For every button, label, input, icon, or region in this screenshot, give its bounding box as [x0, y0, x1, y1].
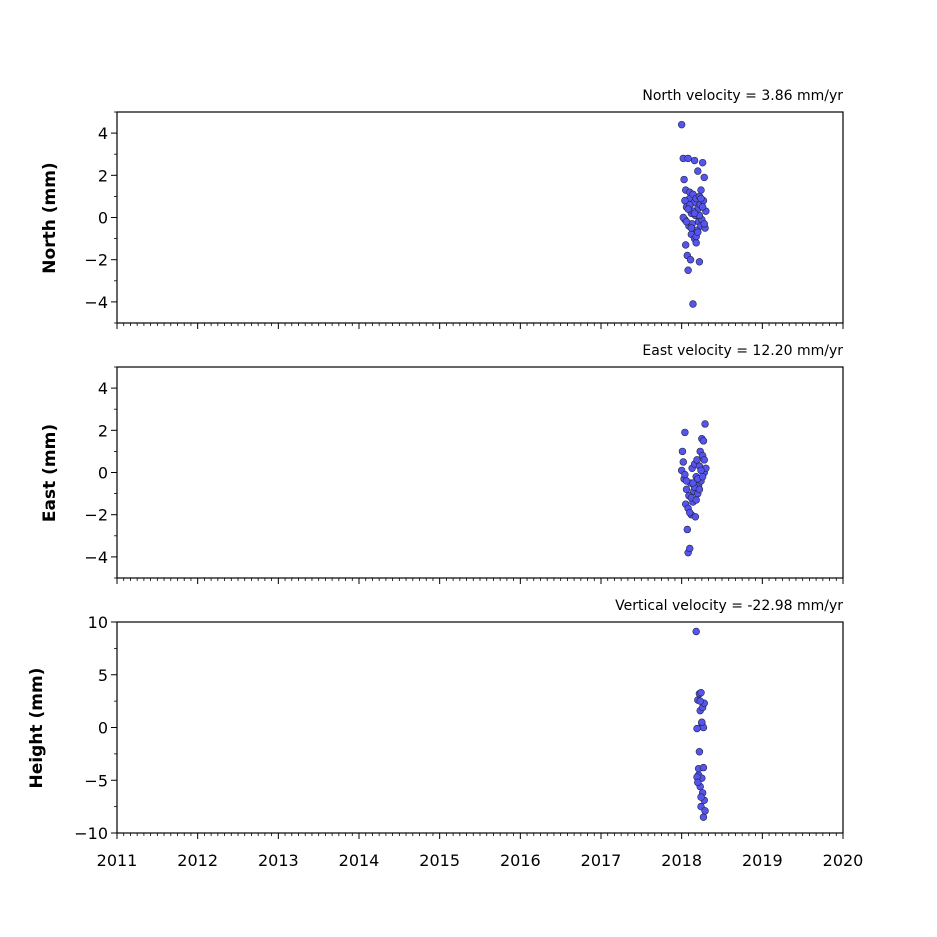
height-data-point — [699, 813, 708, 821]
north-data-point — [697, 186, 705, 194]
height-ytick-label: −10 — [74, 824, 108, 843]
north-data-point — [690, 156, 699, 165]
north-data-point — [700, 173, 708, 182]
height-xtick-label: 2018 — [661, 851, 702, 870]
north-ytick-label: 4 — [98, 124, 108, 143]
north-ytick-label: −2 — [84, 251, 108, 270]
east-data-point — [682, 477, 691, 485]
east-data-point — [691, 513, 700, 521]
height-xtick-label: 2016 — [500, 851, 541, 870]
north-data-point — [686, 256, 695, 264]
height-data-point — [699, 763, 708, 772]
east-ytick-label: 2 — [98, 421, 108, 440]
north-points — [677, 120, 710, 308]
height-ylabel: Height (mm) — [27, 668, 47, 789]
north-data-point — [677, 120, 686, 129]
east-data-point — [681, 470, 689, 479]
east-ytick-label: 4 — [98, 379, 108, 398]
east-data-point — [682, 485, 691, 494]
height-xtick-label: 2011 — [97, 851, 138, 870]
height-data-point — [692, 627, 700, 636]
height-data-point — [696, 697, 704, 705]
vertical-velocity-title: Vertical velocity = -22.98 mm/yr — [615, 598, 843, 614]
height-data-point — [693, 724, 701, 733]
north-data-point — [694, 167, 702, 175]
north-data-point — [680, 175, 688, 184]
east-data-point — [678, 447, 687, 456]
north-data-point — [684, 154, 692, 163]
east-data-point — [686, 544, 694, 553]
east-data-point — [698, 473, 707, 481]
height-data-point — [694, 778, 702, 787]
east-data-point — [701, 420, 709, 428]
east-velocity-title: East velocity = 12.20 mm/yr — [642, 343, 843, 359]
height-ytick-label: −5 — [84, 771, 108, 790]
east-points — [677, 420, 710, 557]
height-xtick-label: 2014 — [339, 851, 380, 870]
north-panel: North velocity = 3.86 mm/yr North (mm) −… — [40, 88, 844, 329]
north-data-point — [681, 241, 690, 249]
north-data-point — [694, 228, 702, 236]
height-xtick-label: 2012 — [177, 851, 218, 870]
east-ytick-label: 0 — [98, 464, 108, 483]
east-data-point — [683, 525, 692, 534]
height-data-point — [698, 718, 706, 726]
height-data-point — [697, 688, 705, 697]
east-ytick-label: −4 — [84, 548, 108, 567]
height-xtick-label: 2020 — [823, 851, 864, 870]
height-ytick-label: 0 — [98, 719, 108, 738]
north-data-point — [687, 224, 696, 232]
north-data-point — [695, 258, 704, 266]
north-data-point — [684, 205, 692, 213]
east-data-point — [689, 479, 697, 487]
north-data-point — [684, 266, 692, 274]
north-data-point — [697, 194, 705, 203]
height-xtick-label: 2017 — [581, 851, 622, 870]
height-data-point — [701, 807, 709, 815]
east-data-point — [679, 458, 687, 466]
east-data-point — [695, 485, 704, 494]
north-data-point — [700, 220, 708, 228]
east-data-point — [692, 496, 700, 504]
east-data-point — [686, 508, 694, 517]
east-data-point — [697, 466, 705, 475]
north-ytick-label: 2 — [98, 166, 108, 185]
north-ylabel: North (mm) — [40, 162, 60, 273]
north-ytick-label: 0 — [98, 209, 108, 228]
east-data-point — [681, 428, 689, 437]
north-ytick-label: −4 — [84, 293, 108, 312]
north-data-point — [698, 158, 707, 167]
height-xtick-label: 2015 — [419, 851, 460, 870]
north-data-point — [692, 239, 700, 247]
east-data-point — [700, 456, 708, 464]
north-velocity-title: North velocity = 3.86 mm/yr — [642, 88, 843, 104]
north-data-point — [682, 218, 691, 226]
east-ylabel: East (mm) — [40, 424, 60, 522]
north-data-point — [690, 209, 699, 217]
height-ytick-label: 10 — [88, 613, 108, 632]
height-ytick-label: 5 — [98, 666, 108, 685]
height-panel: Vertical velocity = -22.98 mm/yr Height … — [27, 598, 863, 870]
east-ytick-label: −2 — [84, 506, 108, 525]
north-data-point — [698, 203, 707, 211]
east-data-point — [693, 456, 701, 464]
height-xtick-label: 2013 — [258, 851, 299, 870]
east-panel: East velocity = 12.20 mm/yr East (mm) −4… — [40, 343, 844, 584]
height-points — [692, 627, 709, 821]
north-data-point — [689, 300, 697, 308]
height-xtick-label: 2019 — [742, 851, 783, 870]
east-data-point — [699, 437, 708, 445]
height-data-point — [695, 748, 704, 756]
height-data-point — [697, 793, 705, 801]
north-data-point — [681, 196, 689, 205]
